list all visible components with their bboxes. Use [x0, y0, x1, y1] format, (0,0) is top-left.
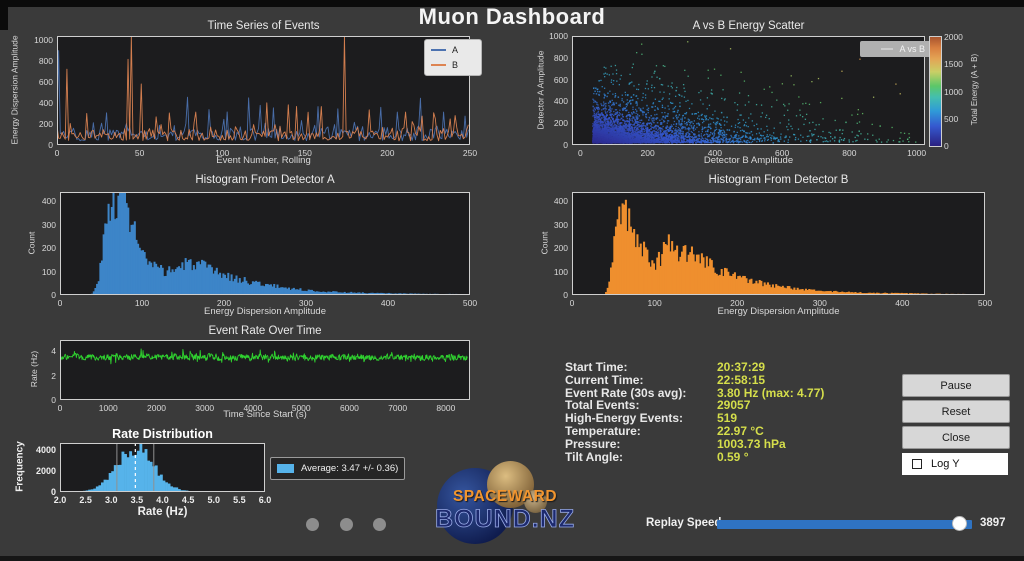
replay-speed-slider-thumb[interactable]: [952, 516, 967, 531]
hist-a-title: Histogram From Detector A: [195, 174, 335, 186]
status-label: Pressure:: [565, 436, 621, 451]
timeseries-legend: A B: [424, 39, 482, 76]
timeseries-xlabel: Event Number, Rolling: [216, 155, 311, 166]
logo-text-spaceward: SPACEWARD: [452, 488, 558, 505]
reset-button[interactable]: Reset: [902, 400, 1010, 423]
status-value: 3.80 Hz (max: 4.77): [717, 385, 825, 400]
rdist-legend-swatch: [277, 464, 294, 473]
checkbox-icon[interactable]: [912, 459, 922, 469]
legend-line-b: [431, 64, 446, 67]
status-value: 20:37:29: [717, 360, 766, 374]
status-label: Current Time:: [565, 372, 644, 387]
hist-a-xlabel: Energy Dispersion Amplitude: [204, 306, 326, 317]
status-label: Event Rate (30s avg):: [565, 385, 687, 400]
status-value: 29057: [717, 398, 751, 413]
top-letterbox-strip: [0, 0, 1024, 7]
log-y-label: Log Y: [931, 458, 960, 470]
legend-label-b: B: [452, 60, 459, 71]
status-panel: Start Time: 20:37:29 Current Time: 22:58:1…: [565, 361, 824, 463]
scatter-legend-label: A vs B: [899, 44, 925, 54]
status-value: 1003.73 hPa: [717, 436, 786, 451]
status-row-temperature: Temperature: 22.97 °C: [565, 425, 824, 438]
status-value: 22:58:15: [717, 372, 766, 387]
timeseries-plot: 0 50 100 150 200 250 0 200 400 600 800 1000: [34, 35, 478, 158]
left-edge-strip: [0, 0, 8, 30]
rdist-title: Rate Distribution: [112, 427, 213, 441]
rate-ylabel: Rate (Hz): [29, 350, 39, 388]
indicator-dot-2: [340, 518, 353, 531]
indicator-dot-3: [373, 518, 386, 531]
rdist-xlabel: Rate (Hz): [137, 506, 188, 518]
hist-a-canvas: [60, 192, 470, 295]
bottom-letterbox-strip: [0, 556, 1024, 561]
rate-title: Event Rate Over Time: [208, 325, 322, 337]
pause-button[interactable]: Pause: [902, 374, 1010, 397]
scatter-ylabel: Detector A Amplitude: [535, 50, 546, 130]
rate-canvas: [60, 340, 470, 400]
replay-speed-value: 3897: [980, 517, 1006, 529]
status-label: Tilt Angle:: [565, 449, 623, 464]
hist-a-ylabel: Count: [26, 231, 37, 255]
status-row-current-time: Current Time: 22:58:15: [565, 372, 824, 387]
scatter-legend: A vs B: [860, 41, 932, 57]
rdist-ylabel: Frequency: [14, 441, 26, 492]
hist-b-ylabel: Count: [539, 231, 550, 255]
hist-b-plot: 0 100 200 300 400 500 0 100 200 300 400: [554, 192, 992, 308]
legend-line-a: [431, 48, 446, 51]
status-row-start-time: Start Time: 20:37:29: [565, 361, 824, 374]
hist-b-title: Histogram From Detector B: [708, 174, 849, 186]
indicator-dot-1: [306, 518, 319, 531]
rdist-canvas: [60, 443, 265, 492]
hist-a-plot: 0 100 200 300 400 500 0 100 200 300 400: [42, 192, 477, 308]
status-label: Temperature:: [565, 423, 641, 438]
status-row-high-energy: High-Energy Events: 519: [565, 412, 824, 425]
status-row-tilt-angle: Tilt Angle: 0.59 °: [565, 449, 824, 464]
close-button[interactable]: Close: [902, 426, 1010, 449]
hist-b-xlabel: Energy Dispersion Amplitude: [717, 306, 840, 317]
status-row-pressure: Pressure: 1003.73 hPa: [565, 436, 824, 451]
status-value: 0.59 °: [717, 449, 749, 464]
colorbar: 0 500 1000 1500 2000: [929, 32, 963, 151]
logo-small-moon-icon: [524, 490, 547, 513]
timeseries-canvas: [57, 36, 470, 145]
status-value: 519: [717, 411, 738, 426]
rate-xlabel: Time Since Start (s): [223, 409, 307, 420]
rdist-legend: Average: 3.47 +/- 0.36): [270, 457, 406, 480]
timeseries-ylabel: Energy Dispersion Amplitude: [9, 35, 20, 145]
page-title: Muon Dashboard: [418, 4, 606, 29]
hist-b-canvas: [572, 192, 985, 295]
status-label: Total Events:: [565, 398, 640, 413]
legend-dash: [881, 48, 894, 50]
rdist-legend-label: Average: 3.47 +/- 0.36): [301, 463, 399, 474]
logo-text-bound-nz: BOUND.NZ: [435, 505, 575, 534]
replay-speed-slider[interactable]: [717, 520, 972, 529]
status-value: 22.97 °C: [717, 423, 764, 438]
timeseries-title: Time Series of Events: [207, 20, 320, 32]
scatter-xlabel: Detector B Amplitude: [703, 155, 794, 166]
colorbar-label: Total Energy (A + B): [970, 53, 979, 126]
status-label: High-Energy Events:: [565, 411, 684, 426]
status-label: Start Time:: [565, 360, 628, 374]
legend-label-a: A: [452, 44, 459, 55]
log-y-checkbox[interactable]: Log Y: [902, 453, 1008, 475]
rdist-plot: 2.0 2.5 3.0 3.5 4.0 4.5 5.0 5.5 6.0 0 2000 4000: [36, 443, 271, 505]
status-row-total-events: Total Events: 29057: [565, 399, 824, 412]
status-row-event-rate: Event Rate (30s avg): 3.80 Hz (max: 4.77): [565, 385, 825, 400]
replay-speed-label: Replay Speed: [646, 517, 722, 529]
rate-plot: 0 1000 2000 3000 4000 5000 6000 7000 8000 0 2 4: [51, 340, 470, 413]
scatter-title: A vs B Energy Scatter: [692, 20, 805, 32]
